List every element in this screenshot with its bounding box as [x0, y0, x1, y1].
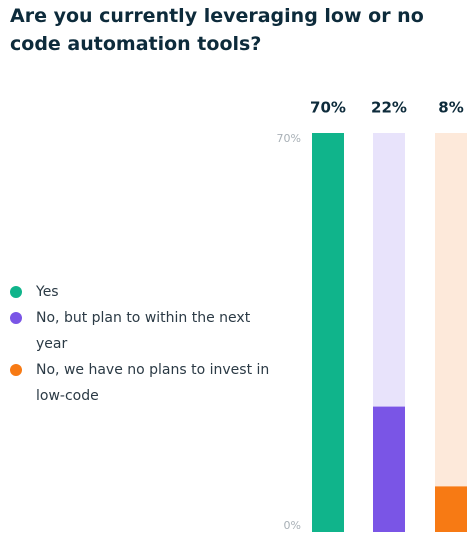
y-tick-label: 0% — [284, 519, 301, 532]
legend-item: No, we have no plans to invest in low-co… — [8, 357, 278, 409]
chart-title: Are you currently leveraging low or no c… — [10, 5, 424, 55]
bar-track — [435, 133, 467, 532]
value-label: 70% — [310, 99, 346, 117]
bar — [435, 486, 467, 532]
value-label: 8% — [438, 99, 463, 117]
legend-label: No, we have no plans to invest in low-co… — [36, 362, 270, 404]
legend-marker — [10, 312, 22, 324]
bar — [373, 406, 405, 532]
bar — [312, 133, 344, 532]
legend-item: Yes — [8, 279, 278, 305]
legend-marker — [10, 286, 22, 298]
y-tick-label: 70% — [277, 132, 301, 145]
value-label: 22% — [371, 99, 407, 117]
legend: Yes No, but plan to within the next year N… — [8, 279, 278, 409]
legend-marker — [10, 364, 22, 376]
legend-item: No, but plan to within the next year — [8, 305, 278, 357]
legend-label: Yes — [36, 284, 59, 300]
legend-label: No, but plan to within the next year — [36, 310, 251, 352]
